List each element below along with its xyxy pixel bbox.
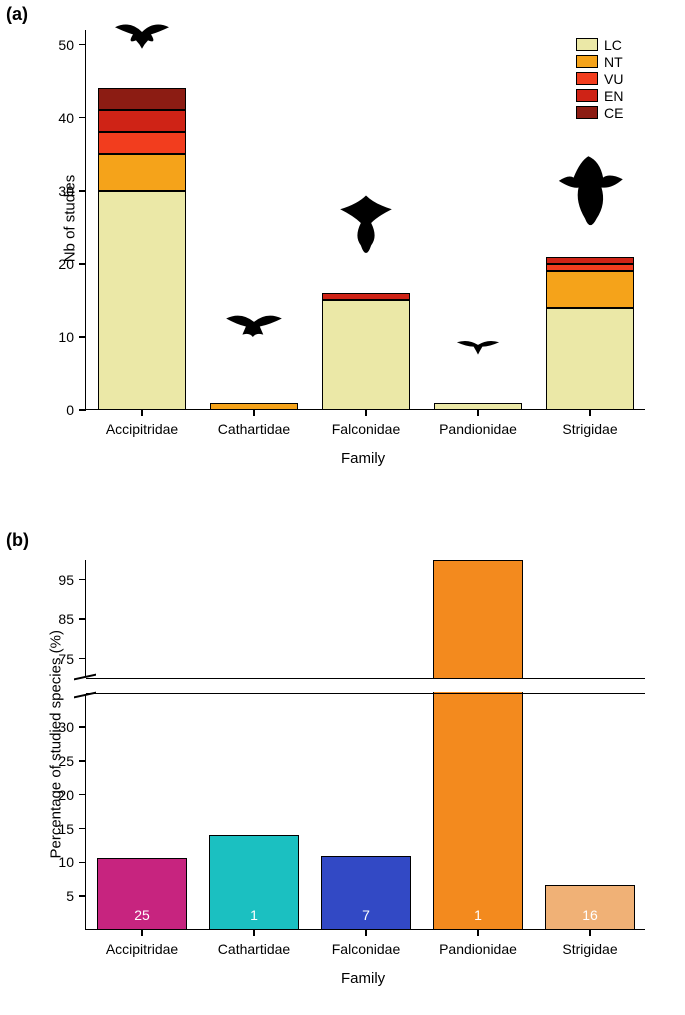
owl-flying-icon: [549, 143, 631, 235]
legend-item: LC: [576, 36, 623, 53]
bar-segment-LC: [322, 300, 409, 410]
y-tick-label: 50: [46, 37, 74, 53]
y-tick-label: 0: [46, 402, 74, 418]
x-axis-title: Family: [341, 970, 385, 987]
y-tick-label: 85: [46, 611, 74, 627]
legend-swatch: [576, 55, 598, 68]
y-tick: [79, 618, 86, 620]
bar-segment-EN: [98, 110, 185, 132]
x-tick: [253, 929, 255, 936]
bar-segment-LC: [546, 308, 633, 410]
bar-segment-CE: [98, 88, 185, 110]
legend-label: CE: [604, 105, 623, 121]
x-tick-label: Accipitridae: [106, 421, 178, 437]
y-tick: [79, 336, 86, 338]
x-tick: [253, 409, 255, 416]
y-tick: [79, 895, 86, 897]
panel-b-label: (b): [6, 530, 29, 551]
bar-segment-LC: [434, 403, 521, 410]
bar-segment-VU: [546, 264, 633, 271]
x-tick-label: Strigidae: [562, 421, 617, 437]
x-tick-label: Pandionidae: [439, 941, 517, 957]
x-tick: [141, 409, 143, 416]
axis-break-line: [86, 678, 645, 679]
y-tick: [79, 579, 86, 581]
bar-segment-VU: [98, 132, 185, 154]
panel-a-plot: 01020304050Nb of studiesAccipitridaeCath…: [85, 30, 645, 410]
y-tick: [79, 828, 86, 830]
bar-segment-NT: [210, 403, 297, 410]
eagle-soaring-icon: [87, 14, 197, 74]
y-tick: [79, 409, 86, 411]
osprey-gliding-icon: [418, 337, 538, 381]
bar-value-label: 1: [250, 907, 258, 923]
x-tick-label: Pandionidae: [439, 421, 517, 437]
y-tick-label: 10: [46, 329, 74, 345]
bar-segment-EN: [322, 293, 409, 300]
bar-value-label: 1: [474, 907, 482, 923]
y-tick: [79, 263, 86, 265]
y-tick-label: 95: [46, 572, 74, 588]
x-tick-label: Cathartidae: [218, 421, 290, 437]
figure: (a) 01020304050Nb of studiesAccipitridae…: [0, 0, 685, 1015]
y-tick-label: 40: [46, 110, 74, 126]
x-tick-label: Strigidae: [562, 941, 617, 957]
x-tick: [477, 409, 479, 416]
legend-swatch: [576, 38, 598, 51]
y-tick: [79, 44, 86, 46]
legend-swatch: [576, 72, 598, 85]
panel-b-plot: 51015202530758595Percentage of studied s…: [85, 560, 645, 930]
y-tick: [79, 794, 86, 796]
y-tick: [79, 726, 86, 728]
falcon-diving-icon: [323, 188, 409, 278]
legend-label: VU: [604, 71, 623, 87]
panel-a-label: (a): [6, 4, 28, 25]
y-axis-title: Nb of studies: [61, 175, 78, 263]
x-tick: [365, 409, 367, 416]
bar-segment-LC: [98, 191, 185, 410]
x-tick: [477, 929, 479, 936]
y-tick: [79, 760, 86, 762]
legend-item: NT: [576, 53, 623, 70]
bar-value-label: 7: [362, 907, 370, 923]
bar-break-gap: [432, 679, 524, 692]
legend-swatch: [576, 89, 598, 102]
y-tick: [79, 117, 86, 119]
bar-segment-NT: [98, 154, 185, 191]
x-axis-title: Family: [341, 450, 385, 467]
legend-item: VU: [576, 70, 623, 87]
bar-segment-EN: [546, 257, 633, 264]
bar-value-label: 16: [582, 907, 598, 923]
legend: LCNTVUENCE: [576, 36, 623, 121]
axis-break-line: [86, 693, 645, 694]
y-tick: [79, 658, 86, 660]
x-tick: [141, 929, 143, 936]
bar-value-label: 25: [134, 907, 150, 923]
x-tick-label: Cathartidae: [218, 941, 290, 957]
y-tick-label: 5: [46, 888, 74, 904]
x-tick-label: Accipitridae: [106, 941, 178, 957]
legend-label: LC: [604, 37, 622, 53]
bar-segment-NT: [546, 271, 633, 308]
legend-item: EN: [576, 87, 623, 104]
legend-item: CE: [576, 104, 623, 121]
legend-label: EN: [604, 88, 623, 104]
legend-swatch: [576, 106, 598, 119]
vulture-soaring-icon: [199, 308, 309, 366]
y-tick: [79, 190, 86, 192]
y-axis-title: Percentage of studied species (%): [48, 629, 65, 859]
x-tick-label: Falconidae: [332, 421, 401, 437]
x-tick: [365, 929, 367, 936]
x-tick: [589, 409, 591, 416]
y-tick: [79, 862, 86, 864]
x-tick: [589, 929, 591, 936]
bar: [433, 560, 523, 930]
x-tick-label: Falconidae: [332, 941, 401, 957]
legend-label: NT: [604, 54, 623, 70]
